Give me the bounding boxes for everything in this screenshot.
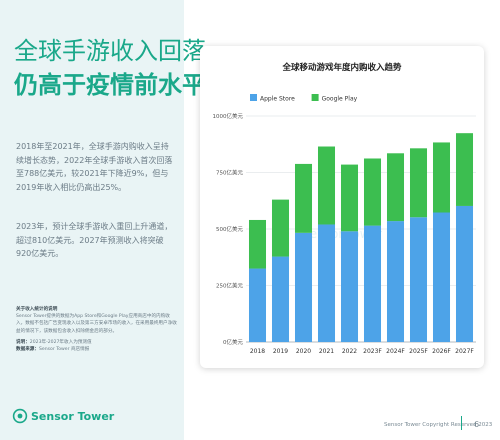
y-tick-label: 500亿美元 <box>216 225 243 233</box>
source-note-label: 数据来源： <box>16 347 39 353</box>
summary-paragraph-1: 2018年至2021年，全球手游内购收入呈持续增长态势，2022年全球手游收入首… <box>16 142 173 192</box>
chart-title: 全球移动游戏年度内购收入趋势 <box>281 62 402 73</box>
x-tick-label: 2020 <box>296 348 311 355</box>
notes-title: 关于收入统计的说明 <box>16 307 58 312</box>
x-tick-label: 2021 <box>319 348 334 355</box>
source-note: 数据来源：Sensor Tower 商店情报 <box>16 346 178 353</box>
bar-google-2027F <box>455 133 474 206</box>
notes-block: 关于收入统计的说明 Sensor Tower提供的数据为App Store和Go… <box>16 306 178 353</box>
x-tick-label: 2019 <box>273 348 288 355</box>
bar-google-2018 <box>248 219 267 269</box>
chart-bars <box>248 133 474 342</box>
legend-swatch-2 <box>311 94 319 101</box>
headline-line-2: 仍高于疫情前水平 <box>14 71 206 99</box>
bar-google-2025F <box>409 148 428 218</box>
brand-logo: Sensor Tower <box>12 408 114 424</box>
bar-google-2022 <box>340 164 359 232</box>
footer-divider <box>461 416 462 430</box>
bar-apple-2020 <box>294 232 313 342</box>
notes-body: Sensor Tower提供的数据为App Store和Google Play应… <box>16 314 177 334</box>
bar-google-2020 <box>294 163 313 233</box>
chart-x-labels: 2018 2019 2020 2021 2022 2023F 2024F 2025F 2026F… <box>250 348 475 355</box>
bar-google-2019 <box>271 199 290 257</box>
bar-apple-2026F <box>432 212 451 342</box>
bar-apple-2022 <box>340 231 359 342</box>
page-number: 6 <box>474 420 480 429</box>
x-tick-label: 2025F <box>409 348 428 355</box>
forecast-note: 说明：2023年-2027年收入为预测值 <box>16 339 178 346</box>
x-tick-label: 2018 <box>250 348 265 355</box>
chart-legend: Apple Store Google Play <box>250 94 358 103</box>
bar-apple-2027F <box>455 205 474 342</box>
chart-svg: 全球移动游戏年度内购收入趋势 Apple Store Google Play 0亿… <box>213 62 476 355</box>
brand-name: Sensor Tower <box>31 409 115 423</box>
forecast-note-label: 说明： <box>16 339 30 345</box>
bar-apple-2018 <box>248 268 267 342</box>
forecast-note-value: 2023年-2027年收入为预测值 <box>29 339 92 345</box>
bar-google-2024F <box>386 153 405 222</box>
y-tick-label: 250亿美元 <box>216 282 243 290</box>
x-tick-label: 2023F <box>363 348 382 355</box>
headline: 全球手游收入回落 仍高于疫情前水平 <box>14 34 206 102</box>
bar-apple-2023F <box>363 225 382 342</box>
bar-google-2026F <box>432 142 451 213</box>
bar-apple-2025F <box>409 217 428 342</box>
source-note-value: Sensor Tower 商店情报 <box>38 347 90 353</box>
summary-paragraph-2: 2023年，预计全球手游收入重回上升通道，超过810亿美元。2027年预测收入将… <box>16 222 173 258</box>
bar-apple-2019 <box>271 256 290 342</box>
legend-label-2: Google Play <box>322 96 358 103</box>
y-tick-label: 1000亿美元 <box>213 112 244 120</box>
footer-copyright: Sensor Tower Copyright Reserved 2023 <box>384 422 493 428</box>
y-tick-label: 750亿美元 <box>216 169 243 177</box>
y-tick-label: 0亿美元 <box>223 338 243 346</box>
bar-google-2023F <box>363 158 382 226</box>
bar-google-2021 <box>317 146 336 225</box>
bar-apple-2021 <box>317 224 336 342</box>
x-tick-label: 2024F <box>386 348 405 355</box>
headline-line-1: 全球手游收入回落 <box>14 37 206 65</box>
legend-label-1: Apple Store <box>260 96 295 103</box>
sensor-tower-logo-icon <box>12 408 28 424</box>
chart-card: 全球移动游戏年度内购收入趋势 Apple Store Google Play 0亿… <box>200 46 484 368</box>
x-tick-label: 2027F <box>455 348 474 355</box>
x-tick-label: 2022 <box>342 348 357 355</box>
bar-apple-2024F <box>386 221 405 342</box>
left-panel: 全球手游收入回落 仍高于疫情前水平 2018年至2021年，全球手游内购收入呈持… <box>0 0 206 440</box>
legend-swatch-1 <box>250 94 257 101</box>
x-tick-label: 2026F <box>432 348 451 355</box>
